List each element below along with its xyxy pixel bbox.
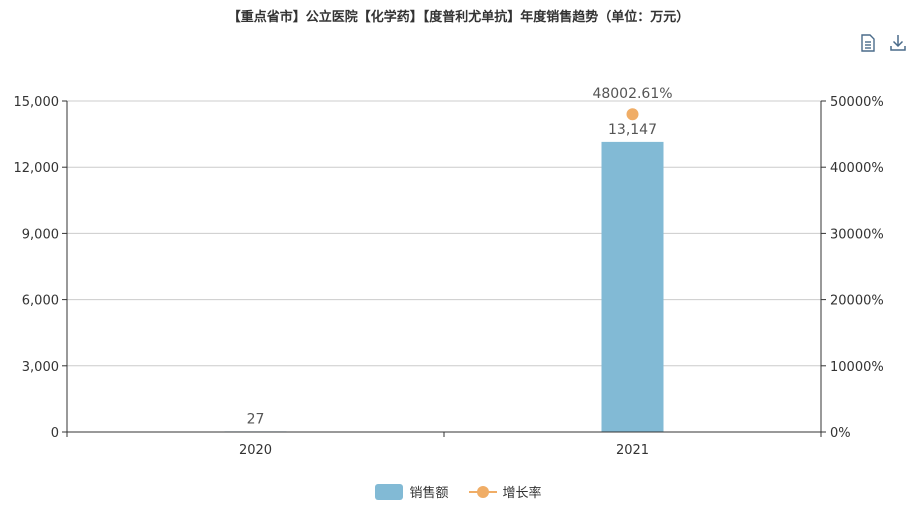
bar xyxy=(601,141,664,432)
toolbox xyxy=(859,34,907,52)
y-left-tick-label: 3,000 xyxy=(22,360,59,375)
legend-label-growth: 增长率 xyxy=(502,486,542,501)
bar-label: 13,147 xyxy=(608,122,657,138)
axes: 0 0% 3,000 10000% 6,000 20000% 9,000 30000% 12,0… xyxy=(14,95,884,458)
y-right-tick-label: 0% xyxy=(830,426,851,441)
y-right-tick-label: 10000% xyxy=(830,360,884,375)
legend-swatch-line xyxy=(468,485,497,498)
x-tick-label: 2021 xyxy=(616,443,649,458)
bar-series xyxy=(224,141,664,433)
line-label: 48002.61% xyxy=(592,86,672,102)
legend-swatch-bar xyxy=(375,483,404,500)
y-right-tick-label: 30000% xyxy=(830,227,884,242)
grid-lines xyxy=(67,100,821,367)
y-right-tick-label: 50000% xyxy=(830,95,884,110)
legend: 销售额 增长率 xyxy=(0,482,917,501)
y-left-tick-label: 12,000 xyxy=(14,161,60,176)
y-right-tick-label: 20000% xyxy=(830,294,884,309)
y-left-tick-label: 9,000 xyxy=(22,227,59,242)
legend-item-growth[interactable]: 增长率 xyxy=(468,482,542,501)
y-right-tick-label: 40000% xyxy=(830,161,884,176)
legend-item-sales[interactable]: 销售额 xyxy=(375,482,449,501)
download-icon[interactable] xyxy=(889,34,907,52)
chart-title: 【重点省市】公立医院【化学药】【度普利尤单抗】年度销售趋势（单位：万元） xyxy=(227,10,690,25)
data-labels: 27 13,147 48002.61% xyxy=(247,86,673,427)
y-left-tick-label: 15,000 xyxy=(14,95,60,110)
line-series xyxy=(626,108,639,121)
chart-area: 0 0% 3,000 10000% 6,000 20000% 9,000 30000% 12,0… xyxy=(14,86,884,458)
bar-label: 27 xyxy=(247,411,265,427)
y-left-tick-label: 6,000 xyxy=(22,294,59,309)
legend-label-sales: 销售额 xyxy=(409,486,449,501)
document-icon[interactable] xyxy=(859,34,877,52)
x-tick-label: 2020 xyxy=(239,443,272,458)
line-point xyxy=(626,108,639,121)
y-left-tick-label: 0 xyxy=(51,426,59,441)
